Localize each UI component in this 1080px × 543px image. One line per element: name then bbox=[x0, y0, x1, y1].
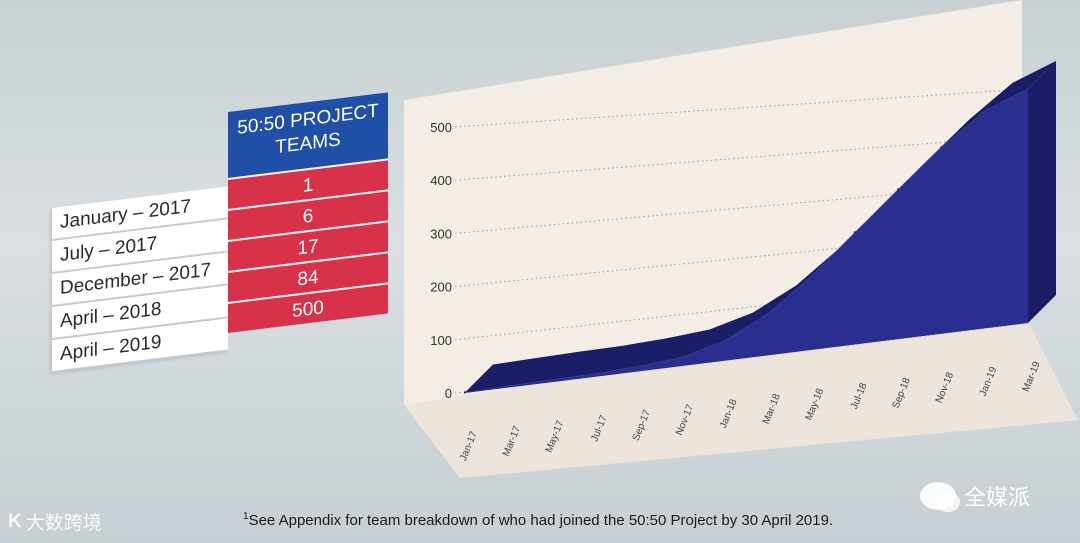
watermark-right-text: 全媒派 bbox=[964, 485, 1031, 510]
data-point-May-18 bbox=[810, 274, 813, 278]
gridline bbox=[454, 228, 1029, 288]
data-point-Jan-17 bbox=[463, 391, 467, 394]
gridline bbox=[454, 135, 1029, 181]
y-tick-label: 300 bbox=[430, 226, 452, 241]
watermark-left: K 大数跨境 bbox=[8, 508, 102, 535]
footnote: 1See Appendix for team breakdown of who … bbox=[243, 511, 833, 529]
y-tick-label: 500 bbox=[430, 120, 452, 135]
area-front-face bbox=[465, 88, 1028, 394]
chart-floor-panel bbox=[404, 310, 1078, 478]
watermark-left-text: 大数跨境 bbox=[25, 513, 102, 534]
gridline bbox=[454, 182, 1029, 234]
wechat-icon bbox=[920, 482, 960, 512]
gridline bbox=[454, 88, 1029, 128]
data-point-Nov-18 bbox=[940, 146, 943, 149]
area-side-face bbox=[1028, 60, 1056, 324]
data-point-Mar-19 bbox=[1026, 87, 1030, 91]
data-point-Jul-18 bbox=[853, 231, 856, 234]
y-tick-label: 100 bbox=[430, 333, 452, 348]
y-tick-label: 200 bbox=[430, 280, 452, 295]
data-point-Sep-17 bbox=[637, 365, 640, 368]
data-point-Jul-17 bbox=[593, 372, 597, 375]
data-point-May-17 bbox=[550, 378, 553, 381]
data-point-Mar-17 bbox=[507, 384, 510, 388]
y-tick-label: 400 bbox=[430, 173, 452, 188]
y-tick-label: 0 bbox=[445, 386, 452, 401]
footnote-text: See Appendix for team breakdown of who h… bbox=[248, 512, 834, 529]
data-point-Jan-18 bbox=[723, 339, 727, 342]
data-point-Sep-18 bbox=[896, 188, 900, 191]
data-point-Mar-18 bbox=[766, 312, 770, 315]
data-point-Jan-19 bbox=[983, 109, 986, 112]
gridline bbox=[454, 275, 1029, 341]
data-point-Nov-17 bbox=[680, 356, 683, 359]
watermark-right: 全媒派 bbox=[920, 480, 1030, 512]
watermark-logo-icon: K bbox=[8, 510, 22, 532]
footnote-marker: 1 bbox=[243, 511, 249, 522]
